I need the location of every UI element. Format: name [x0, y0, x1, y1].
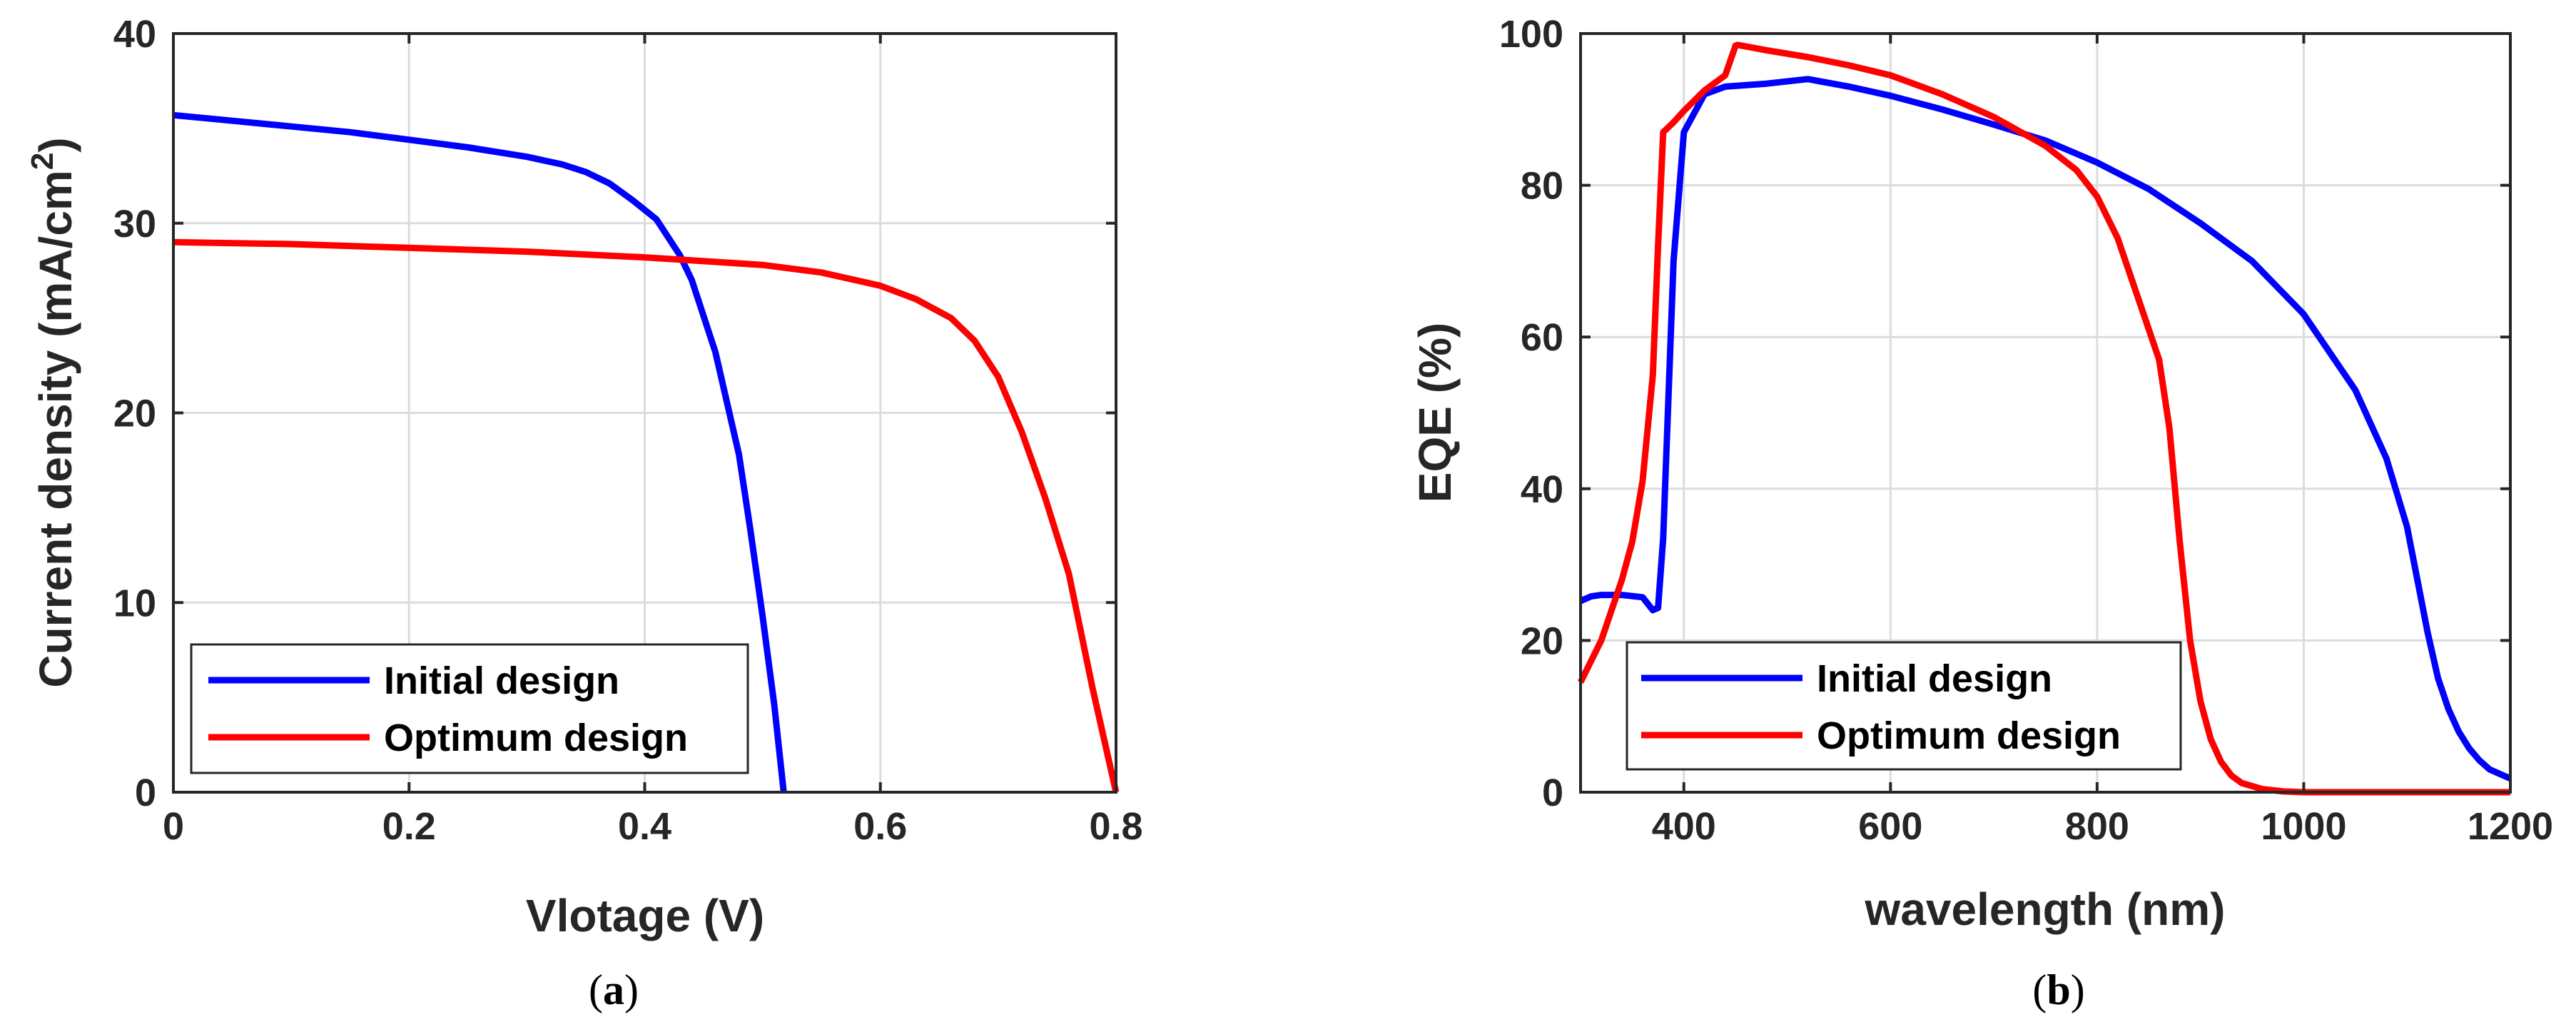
- chart-b-y-tick-label: 60: [1521, 316, 1563, 359]
- chart-a-legend-label-optimum: Optimum design: [384, 717, 688, 759]
- chart-b-x-axis-label: wavelength (nm): [1865, 884, 2226, 935]
- chart-a-y-tick-label: 30: [113, 203, 156, 246]
- chart-b-plot-frame: [1579, 32, 2512, 794]
- chart-a-x-tick-label: 0: [163, 805, 184, 848]
- chart-b-legend-box: [1626, 641, 2182, 771]
- chart-a-y-tick-label: 20: [113, 393, 156, 435]
- chart-a-y-tick-labels: 0 10 20 30 40: [113, 13, 156, 814]
- chart-b-x-tick-label: 600: [1858, 805, 1922, 848]
- chart-a-caption: (a): [589, 966, 639, 1013]
- chart-a-series-initial-line: [173, 111, 787, 793]
- chart-b-y-tick-labels: 0 20 40 60 80 100: [1499, 13, 1563, 814]
- chart-b-y-axis-label: EQE (%): [1409, 323, 1461, 502]
- chart-b-y-tick-label: 80: [1521, 165, 1563, 208]
- chart-b-caption: (b): [2032, 966, 2084, 1013]
- chart-b-x-tick-label: 1200: [2468, 805, 2553, 848]
- chart-b-y-tick-label: 0: [1542, 771, 1563, 814]
- chart-b-x-tick-label: 1000: [2261, 805, 2346, 848]
- chart-a-legend: Initial design Optimum design: [190, 643, 749, 774]
- chart-a-legend-box: [190, 643, 749, 774]
- chart-b-y-tick-label: 100: [1499, 13, 1563, 56]
- chart-b-series-layer: [1577, 41, 2512, 796]
- chart-a-tick-marks: [172, 32, 1117, 794]
- chart-a-legend-label-initial: Initial design: [384, 659, 619, 702]
- chart-b-legend-label-initial: Initial design: [1817, 657, 2052, 700]
- chart-a-x-tick-label: 0.2: [382, 805, 436, 848]
- chart-a-x-axis-label: Vlotage (V): [526, 890, 764, 941]
- chart-a-x-tick-label: 0.8: [1089, 805, 1142, 848]
- chart-a: 0 0.2 0.4 0.6 0.8 0 10 20 30 40 Vlotage (V) Curr…: [25, 13, 1143, 1013]
- chart-b-x-tick-label: 400: [1652, 805, 1716, 848]
- chart-a-y-tick-label: 10: [113, 582, 156, 624]
- chart-b-y-tick-label: 40: [1521, 468, 1563, 511]
- chart-a-y-axis-label: Current density (mA/cm2): [25, 137, 81, 687]
- chart-a-y-tick-label: 40: [113, 13, 156, 56]
- chart-b-x-tick-labels: 400 600 800 1000 1200: [1652, 805, 2553, 848]
- chart-b-x-tick-label: 800: [2065, 805, 2129, 848]
- chart-b-tick-marks: [1581, 32, 2512, 794]
- chart-a-series-optimum-line: [173, 238, 1120, 793]
- chart-b: 400 600 800 1000 1200 0 20 40 60 80 100 wavelengt…: [1409, 13, 2553, 1013]
- chart-b-series-optimum-line: [1577, 41, 2510, 796]
- chart-a-x-tick-label: 0.4: [618, 805, 671, 848]
- chart-b-legend: Initial design Optimum design: [1626, 641, 2182, 771]
- chart-a-series-layer: [173, 111, 1120, 793]
- chart-b-legend-label-optimum: Optimum design: [1817, 714, 2121, 757]
- chart-a-x-tick-label: 0.6: [853, 805, 907, 848]
- chart-b-y-tick-label: 20: [1521, 619, 1563, 662]
- chart-a-y-tick-label: 0: [135, 771, 156, 814]
- chart-a-x-tick-labels: 0 0.2 0.4 0.6 0.8: [163, 805, 1143, 848]
